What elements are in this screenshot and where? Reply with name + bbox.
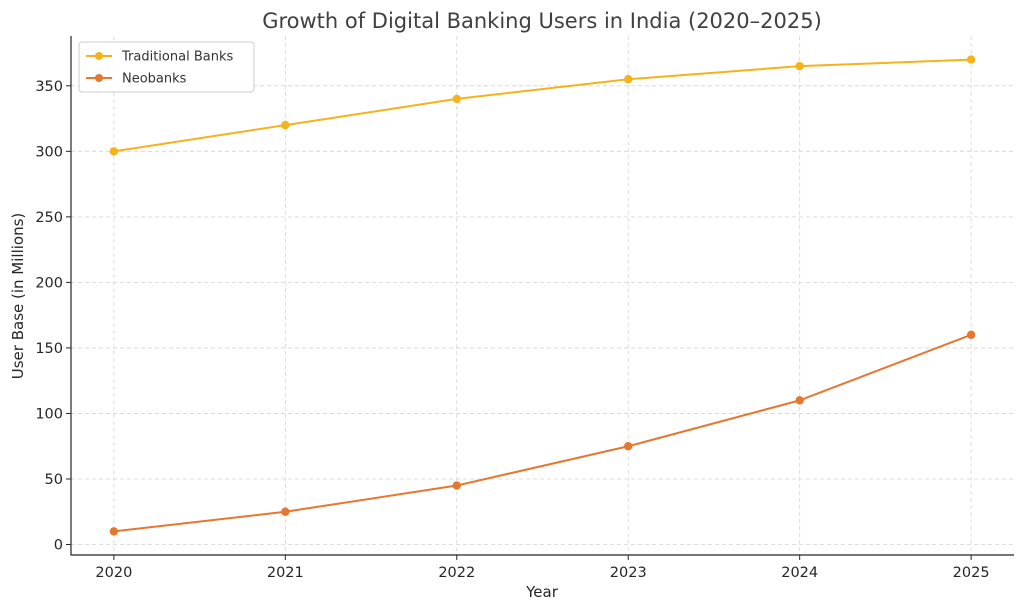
- x-tick-label: 2022: [438, 565, 475, 581]
- data-point: [109, 147, 119, 156]
- legend-marker-1: [95, 74, 103, 82]
- y-tick-label: 300: [35, 144, 63, 160]
- y-axis-label: User Base (in Millions): [9, 213, 27, 380]
- legend-box: [78, 41, 255, 93]
- series-line-0: [112, 58, 973, 153]
- data-point: [795, 61, 804, 71]
- x-tick-label: 2024: [781, 565, 818, 581]
- y-tick-label: 350: [35, 79, 63, 95]
- y-tick-label: 200: [35, 275, 63, 291]
- data-point: [109, 527, 119, 536]
- axis-spines: [70, 36, 1014, 556]
- data-point: [966, 330, 976, 340]
- data-point: [966, 55, 976, 64]
- chart-title: Growth of Digital Banking Users in India…: [262, 9, 822, 33]
- x-tick-label: 2025: [953, 565, 990, 581]
- series-lines: [109, 55, 976, 536]
- grid: [71, 36, 1014, 555]
- legend-marker-0: [95, 52, 103, 60]
- data-point: [281, 507, 290, 516]
- data-point: [624, 75, 633, 84]
- axes: 2020 2021 2022 2023 2024 2025 0 50 100 150 200 250 3…: [35, 36, 1014, 581]
- x-tick-label: 2021: [267, 565, 304, 581]
- y-tick-label: 0: [54, 538, 63, 554]
- legend-label-1: Neobanks: [122, 72, 187, 87]
- data-point: [452, 481, 461, 490]
- data-point: [281, 120, 290, 130]
- legend: Traditional Banks Neobanks: [78, 41, 255, 93]
- x-tick-label: 2023: [610, 565, 647, 581]
- data-point: [795, 396, 804, 405]
- x-tick-label: 2020: [95, 565, 132, 581]
- y-tick-label: 150: [35, 341, 63, 357]
- x-axis-label: Year: [525, 583, 559, 601]
- y-tick-label: 100: [35, 406, 63, 422]
- y-tick-label: 250: [35, 210, 63, 226]
- data-point: [452, 94, 461, 104]
- data-point: [624, 442, 633, 451]
- series-line-1: [112, 333, 973, 533]
- legend-label-0: Traditional Banks: [121, 50, 233, 65]
- y-tick-label: 50: [45, 472, 63, 488]
